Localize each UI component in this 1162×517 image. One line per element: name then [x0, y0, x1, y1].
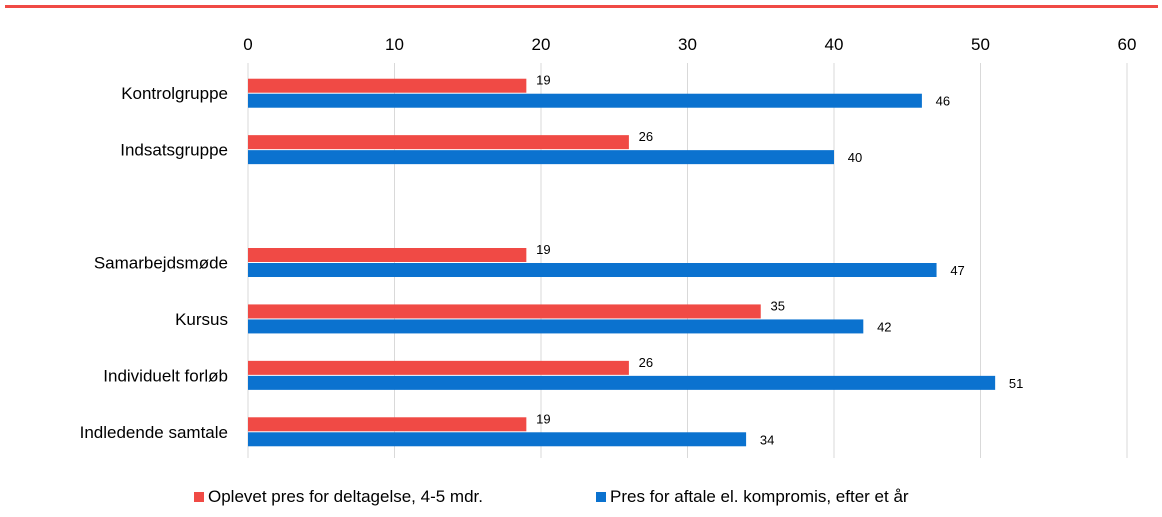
- bar-series-2: [248, 319, 864, 334]
- x-tick-label: 20: [532, 35, 551, 54]
- data-label: 42: [877, 319, 891, 334]
- category-label: Indsatsgruppe: [120, 141, 228, 160]
- data-label: 19: [536, 73, 550, 88]
- legend-swatch-series-1: [194, 492, 204, 502]
- legend-swatch-series-2: [596, 492, 606, 502]
- x-tick-label: 40: [825, 35, 844, 54]
- bar-series-1: [248, 417, 527, 432]
- data-label: 19: [536, 411, 550, 426]
- data-label: 35: [771, 298, 785, 313]
- legend-label-series-1: Oplevet pres for deltagelse, 4-5 mdr.: [208, 487, 483, 506]
- bar-series-1: [248, 304, 761, 319]
- x-tick-label: 10: [385, 35, 404, 54]
- category-label: Indledende samtale: [80, 423, 228, 442]
- legend: Oplevet pres for deltagelse, 4-5 mdr. Pr…: [0, 487, 1162, 513]
- x-tick-label: 60: [1118, 35, 1137, 54]
- bar-series-1: [248, 248, 527, 262]
- data-label: 40: [848, 150, 862, 165]
- bar-series-2: [248, 150, 834, 165]
- bar-series-2: [248, 432, 747, 447]
- bar-series-2: [248, 93, 922, 108]
- bar-series-2: [248, 375, 996, 390]
- category-label: Kontrolgruppe: [121, 84, 228, 103]
- data-label: 47: [950, 263, 964, 278]
- x-tick-label: 50: [971, 35, 990, 54]
- data-label: 51: [1009, 376, 1023, 391]
- data-label: 46: [936, 94, 950, 109]
- legend-item-series-1: Oplevet pres for deltagelse, 4-5 mdr.: [194, 487, 483, 507]
- data-label: 26: [639, 129, 653, 144]
- top-accent-line: [5, 5, 1158, 8]
- data-label: 19: [536, 242, 550, 257]
- category-label: Kursus: [175, 310, 228, 329]
- legend-item-series-2: Pres for aftale el. kompromis, efter et …: [596, 487, 909, 507]
- data-label: 26: [639, 355, 653, 370]
- category-label: Individuelt forløb: [103, 366, 228, 385]
- bar-series-1: [248, 360, 629, 375]
- legend-label-series-2: Pres for aftale el. kompromis, efter et …: [610, 487, 909, 506]
- bar-series-1: [248, 135, 629, 150]
- category-label: Samarbejdsmøde: [94, 254, 228, 273]
- bar-series-1: [248, 78, 527, 93]
- x-tick-label: 0: [243, 35, 252, 54]
- data-label: 34: [760, 432, 774, 447]
- x-tick-label: 30: [678, 35, 697, 54]
- bar-chart: 0 10 20 30 40 50 60 Kontrolgruppe 19 46 Indsatsgru…: [80, 35, 1137, 458]
- bar-series-2: [248, 263, 937, 277]
